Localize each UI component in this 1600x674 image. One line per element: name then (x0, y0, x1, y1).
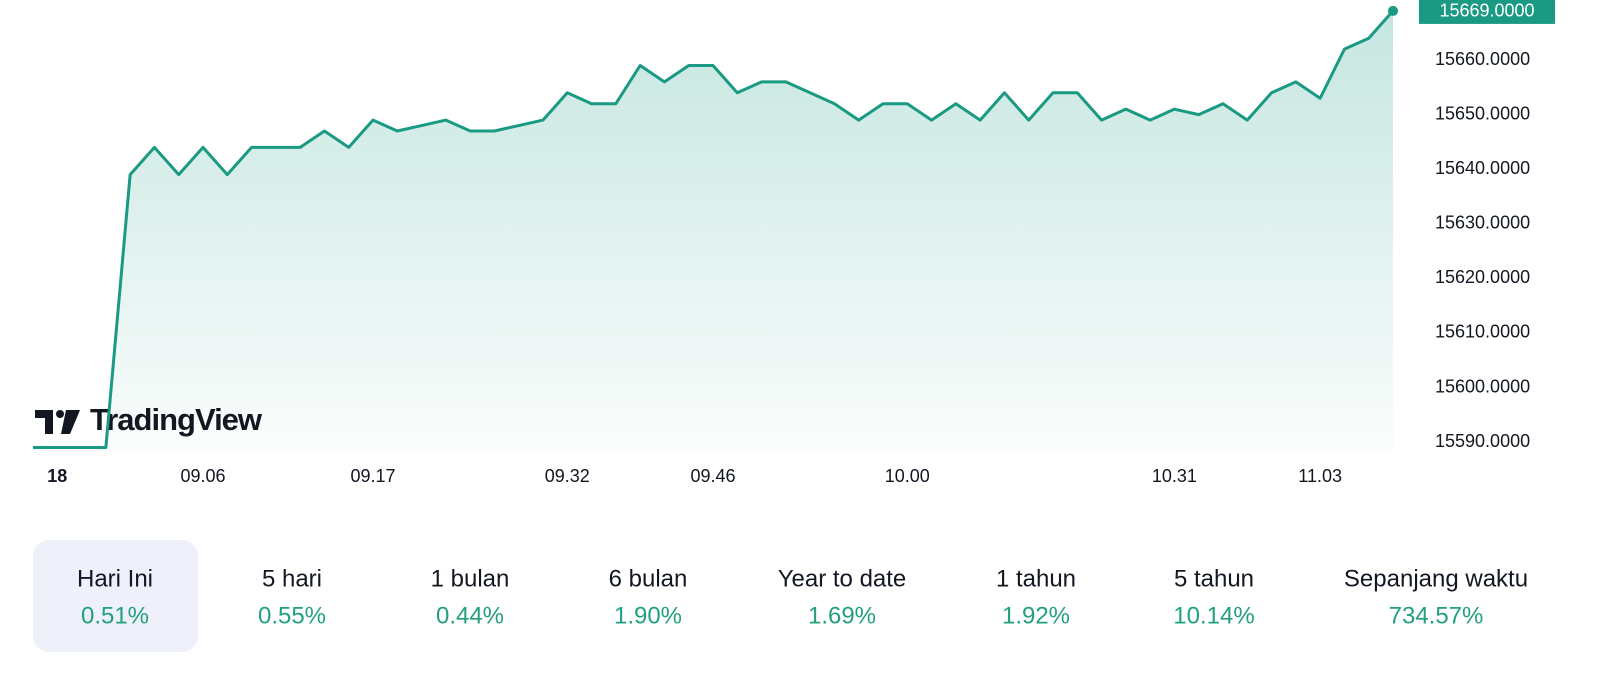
x-tick-label: 18 (47, 466, 67, 486)
area (33, 10, 1393, 454)
y-tick-label: 15640.0000 (1435, 158, 1530, 178)
period-label: 5 hari (262, 565, 322, 592)
period-button[interactable]: 5 hari 0.55% (258, 565, 326, 629)
x-tick-label: 09.32 (545, 466, 590, 486)
period-button[interactable]: 5 tahun 10.14% (1173, 565, 1254, 629)
period-label: 1 bulan (431, 565, 510, 592)
period-change: 1.69% (808, 602, 876, 629)
period-button[interactable]: Sepanjang waktu 734.57% (1344, 565, 1528, 629)
price-line (33, 9, 1395, 450)
last-point (1388, 5, 1398, 16)
period-button[interactable]: Year to date 1.69% (778, 565, 907, 629)
x-tick-label: 09.46 (690, 466, 735, 486)
period-change: 0.51% (81, 602, 149, 629)
period-button[interactable]: 1 bulan 0.44% (431, 565, 510, 629)
logo-icon (56, 410, 64, 418)
period-change: 1.90% (614, 602, 682, 629)
x-tick-label: 10.00 (885, 466, 930, 486)
y-tick-label: 15610.0000 (1435, 322, 1530, 342)
y-tick-label: 15620.0000 (1435, 267, 1530, 287)
logo-icon (35, 410, 53, 434)
period-button[interactable]: Hari Ini 0.51% (33, 540, 198, 652)
period-button[interactable]: 6 bulan 1.90% (609, 565, 688, 629)
price-badge (1419, 0, 1555, 24)
period-change: 734.57% (1389, 602, 1484, 629)
period-label: 6 bulan (609, 565, 688, 592)
y-tick-label: 15660.0000 (1435, 49, 1530, 69)
period-label: Sepanjang waktu (1344, 565, 1528, 592)
y-tick-label: 15600.0000 (1435, 376, 1530, 396)
logo-icon (61, 410, 80, 434)
brand: TradingView (90, 402, 263, 437)
x-tick-label: 09.06 (180, 466, 225, 486)
y-tick-label: 15590.0000 (1435, 431, 1530, 451)
period-label: 5 tahun (1174, 565, 1254, 592)
period-change: 10.14% (1173, 602, 1254, 629)
logo: TradingView (35, 402, 264, 437)
active-bg (33, 540, 198, 652)
period-label: Year to date (778, 565, 907, 592)
period-change: 0.55% (258, 602, 326, 629)
y-tick-label: 15630.0000 (1435, 213, 1530, 233)
x-tick-label: 09.17 (350, 466, 395, 486)
period-change: 0.44% (436, 602, 504, 629)
period-label: 1 tahun (996, 565, 1076, 592)
period-change: 1.92% (1002, 602, 1070, 629)
period-button[interactable]: 1 tahun 1.92% (996, 565, 1076, 629)
x-tick-label: 10.31 (1152, 466, 1197, 486)
x-tick-label: 11.03 (1298, 466, 1342, 486)
y-tick-label: 15650.0000 (1435, 103, 1530, 123)
period-label: Hari Ini (77, 565, 153, 592)
price-label: 15669.0000 (1439, 1, 1534, 21)
